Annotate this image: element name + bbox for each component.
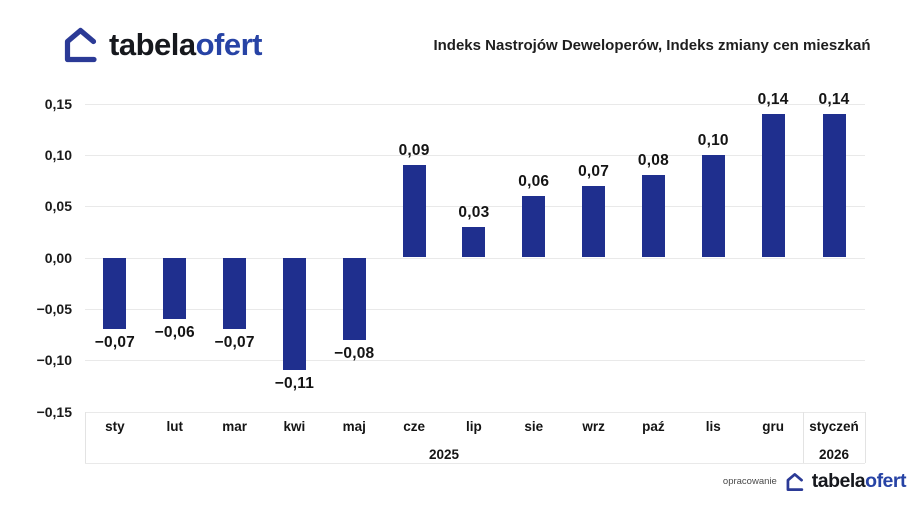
y-tick-label: 0,10 <box>44 146 72 163</box>
gridline <box>85 360 865 362</box>
logo-text-blue: ofert <box>195 27 263 62</box>
value-label-mar: −0,07 <box>214 334 255 352</box>
value-label-maj: −0,08 <box>334 344 375 362</box>
y-tick-label: −0,10 <box>36 352 72 369</box>
bar-cze <box>402 165 426 258</box>
x-tick-label-sie: sie <box>524 419 544 434</box>
year-label-2025: 2025 <box>428 447 460 462</box>
value-label-lis: 0,10 <box>697 131 729 149</box>
bar-sty <box>103 257 127 330</box>
house-icon <box>64 27 97 63</box>
value-label-styczeń: 0,14 <box>818 90 850 108</box>
footer-logo-text-black: tabela <box>811 470 866 492</box>
bar-mar <box>223 257 247 330</box>
bar-styczeń <box>822 113 846 258</box>
bar-lis <box>701 154 725 258</box>
year-label-2026: 2026 <box>818 447 850 462</box>
bar-maj <box>342 257 366 340</box>
value-label-lut: −0,06 <box>154 324 195 342</box>
bar-sie <box>522 195 546 258</box>
x-tick-label-lut: lut <box>166 419 184 434</box>
y-tick-label: −0,05 <box>36 300 72 317</box>
bar-kwi <box>282 257 306 371</box>
tabelaofert-logo: tabelaofert <box>60 26 263 64</box>
value-label-cze: 0,09 <box>398 142 430 160</box>
x-tick-label-kwi: kwi <box>283 419 306 434</box>
value-label-sty: −0,07 <box>94 334 136 352</box>
axis-bottom-line <box>85 463 865 464</box>
logo-text-black: tabela <box>109 27 196 62</box>
x-tick-label-lis: lis <box>705 419 721 434</box>
chart-title: Indeks Nastrojów Deweloperów, Indeks zmi… <box>433 37 871 54</box>
footer-logo-wordmark: tabelaofert <box>811 470 907 493</box>
y-tick-label: 0,05 <box>44 198 72 215</box>
x-tick-label-cze: cze <box>403 419 425 434</box>
bar-paź <box>641 175 665 258</box>
x-tick-label-gru: gru <box>762 419 784 434</box>
footer-logo-text-blue: ofert <box>865 470 906 492</box>
gridline <box>85 308 865 310</box>
footer-credit: opracowanie tabelaofert <box>722 470 907 493</box>
gridline <box>85 206 865 208</box>
value-label-paź: 0,08 <box>637 152 669 170</box>
bar-lut <box>163 257 187 320</box>
axis-separator <box>803 411 804 463</box>
x-tick-label-lip: lip <box>466 419 482 434</box>
x-tick-label-maj: maj <box>342 419 366 434</box>
gridline <box>85 103 865 105</box>
logo-wordmark: tabelaofert <box>109 27 263 63</box>
y-tick-label: −0,15 <box>36 403 72 420</box>
y-tick-label: 0,00 <box>44 249 72 266</box>
x-tick-label-sty: sty <box>105 419 125 434</box>
bar-gru <box>761 113 785 258</box>
x-tick-label-paź: paź <box>642 419 665 434</box>
axis-separator <box>85 411 86 463</box>
x-tick-label-wrz: wrz <box>582 419 605 434</box>
value-label-wrz: 0,07 <box>578 162 610 180</box>
value-label-kwi: −0,11 <box>274 375 315 393</box>
credit-label: opracowanie <box>722 476 777 487</box>
bar-lip <box>462 226 486 258</box>
axis-separator <box>865 411 866 463</box>
y-tick-label: 0,15 <box>44 95 72 112</box>
x-tick-label-mar: mar <box>222 419 247 434</box>
house-icon <box>786 472 804 491</box>
gridline <box>85 411 865 413</box>
value-label-gru: 0,14 <box>757 90 789 108</box>
gridline <box>85 154 865 156</box>
value-label-lip: 0,03 <box>458 203 490 221</box>
bar-wrz <box>582 185 606 258</box>
value-label-sie: 0,06 <box>518 172 550 190</box>
gridline <box>85 257 865 259</box>
x-tick-label-styczeń: styczeń <box>809 419 859 434</box>
